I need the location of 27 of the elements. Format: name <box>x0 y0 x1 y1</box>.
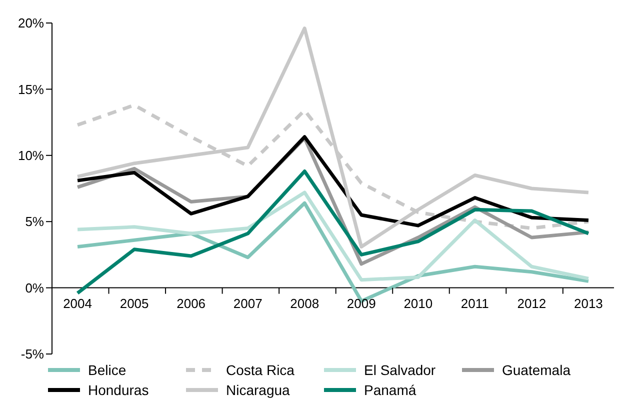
x-tick-label: 2012 <box>517 296 546 311</box>
y-tick-label: 20% <box>18 16 44 31</box>
x-tick-label: 2010 <box>404 296 433 311</box>
line-series <box>76 135 590 228</box>
y-tick-label: 5% <box>25 214 44 230</box>
x-tick-label: 2008 <box>290 296 320 311</box>
y-tick-label: 10% <box>18 148 44 164</box>
legend-label: Guatemala <box>502 361 570 380</box>
legend-label: Honduras <box>88 381 149 400</box>
legend-label: Belice <box>88 361 126 380</box>
x-tick-label: 2004 <box>63 296 92 311</box>
line-series <box>76 190 590 282</box>
x-tick-label: 2007 <box>233 296 262 311</box>
legend-label: El Salvador <box>364 361 436 380</box>
x-tick-label: 2013 <box>574 296 603 311</box>
y-tick-label: -5% <box>20 346 44 362</box>
legend-label: Nicaragua <box>226 381 290 400</box>
y-tick-label: 0% <box>25 280 44 296</box>
line-series <box>76 170 590 295</box>
y-tick-label: 15% <box>18 82 44 97</box>
legend-label: Panamá <box>364 381 416 400</box>
x-tick-label: 2006 <box>176 296 206 311</box>
x-tick-label: 2009 <box>346 296 376 311</box>
x-tick-label: 2005 <box>120 296 149 311</box>
line-series <box>76 26 590 249</box>
legend-label: Costa Rica <box>226 361 294 380</box>
x-tick-label: 2011 <box>460 296 489 311</box>
